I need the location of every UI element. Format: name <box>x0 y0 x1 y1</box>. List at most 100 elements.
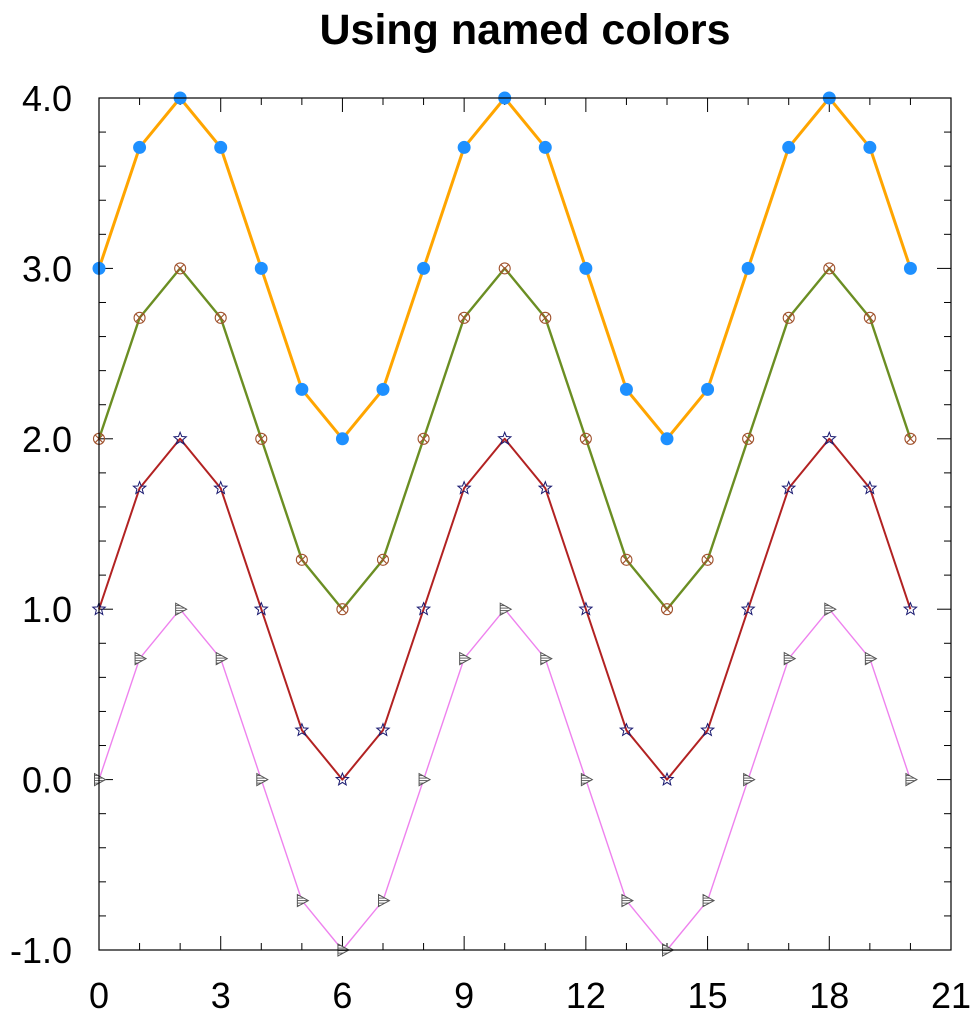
data-point <box>94 772 107 787</box>
data-point <box>782 140 796 154</box>
data-point <box>418 772 432 787</box>
data-point <box>863 311 876 324</box>
data-point <box>702 893 716 908</box>
data-point <box>863 140 877 154</box>
data-point <box>253 601 269 616</box>
data-point <box>456 480 472 495</box>
data-point <box>904 432 917 445</box>
data-point <box>824 602 837 617</box>
data-point <box>781 480 797 495</box>
data-point <box>458 311 471 324</box>
data-point <box>539 311 552 324</box>
y-tick-label: 4.0 <box>22 78 72 119</box>
data-point <box>821 430 837 446</box>
data-point <box>660 432 674 446</box>
data-point <box>740 601 756 616</box>
data-point <box>132 480 148 495</box>
data-point <box>618 722 634 737</box>
data-point <box>742 432 755 445</box>
data-point <box>701 553 714 566</box>
data-point <box>457 140 471 154</box>
x-tick-label: 3 <box>211 975 231 1016</box>
y-tick-label: 2.0 <box>22 419 72 460</box>
data-point <box>378 893 391 908</box>
data-point <box>175 602 188 617</box>
x-tick-label: 12 <box>566 975 606 1016</box>
data-point <box>133 140 147 154</box>
y-tick-label: 0.0 <box>22 760 72 801</box>
data-point <box>459 651 472 666</box>
data-point <box>215 651 229 666</box>
data-point <box>334 771 350 787</box>
data-point <box>701 382 715 396</box>
data-point <box>255 432 268 445</box>
data-point <box>174 262 187 275</box>
data-point <box>537 480 553 495</box>
data-point <box>133 311 146 324</box>
data-point <box>700 722 716 737</box>
data-point <box>620 553 633 566</box>
data-point <box>741 261 755 275</box>
x-tick-label: 21 <box>931 975 971 1016</box>
data-point <box>254 261 268 275</box>
data-point <box>376 553 390 566</box>
data-point <box>660 603 674 616</box>
data-point <box>823 262 836 275</box>
data-point <box>743 772 756 787</box>
data-point <box>538 140 552 154</box>
data-point <box>497 430 513 446</box>
data-point <box>499 602 513 617</box>
plot-frame <box>98 97 952 951</box>
chart-title: Using named colors <box>320 6 731 54</box>
data-point <box>579 432 592 445</box>
data-point <box>659 771 675 787</box>
data-point <box>864 651 878 666</box>
data-point <box>905 772 918 787</box>
data-point <box>417 432 430 445</box>
x-tick-label: 6 <box>332 975 352 1016</box>
y-tick-label: 3.0 <box>22 248 72 289</box>
series-markers <box>91 91 918 957</box>
data-point <box>498 262 511 275</box>
series-lines <box>97 96 912 951</box>
data-point <box>619 382 633 396</box>
series-line <box>98 437 912 781</box>
data-point <box>621 893 634 908</box>
data-point <box>295 382 309 396</box>
data-point <box>375 722 391 737</box>
data-point <box>580 772 594 787</box>
data-point <box>416 601 432 616</box>
data-point <box>335 432 349 446</box>
y-tick-labels: -1.0 0.0 1.0 2.0 3.0 4.0 <box>10 78 72 971</box>
data-point <box>579 261 593 275</box>
data-point <box>902 601 918 616</box>
axis-ticks <box>98 97 952 951</box>
x-tick-label: 15 <box>688 975 728 1016</box>
data-point <box>783 651 797 666</box>
data-point <box>903 261 917 275</box>
data-point <box>256 772 269 787</box>
data-point <box>296 893 310 908</box>
data-point <box>213 480 229 495</box>
data-point <box>862 480 878 495</box>
data-point <box>376 382 390 396</box>
data-point <box>214 311 227 324</box>
data-point <box>782 311 795 324</box>
y-tick-label: -1.0 <box>10 930 72 971</box>
data-point <box>295 553 308 566</box>
data-point <box>134 651 148 666</box>
x-tick-label: 18 <box>809 975 849 1016</box>
data-point <box>578 601 594 616</box>
data-point <box>417 261 431 275</box>
y-tick-label: 1.0 <box>22 589 72 630</box>
data-point <box>172 430 188 446</box>
x-tick-label: 0 <box>89 975 109 1016</box>
data-point <box>540 651 553 666</box>
x-tick-label: 9 <box>454 975 474 1016</box>
data-point <box>294 722 310 737</box>
x-tick-labels: 0 3 6 9 12 15 18 21 <box>89 975 971 1016</box>
data-point <box>214 140 228 154</box>
data-point <box>336 603 349 616</box>
